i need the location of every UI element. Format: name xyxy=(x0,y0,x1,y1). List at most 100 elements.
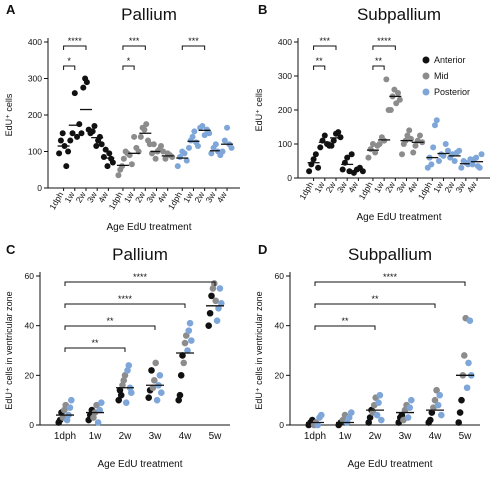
pallium-vz-chart: Pallium 0 20 40 60 EdU⁺ cells in ventricular … xyxy=(4,245,230,470)
data-point xyxy=(152,155,159,162)
data-point xyxy=(115,396,122,404)
data-point xyxy=(91,122,98,129)
data-point xyxy=(152,359,159,367)
data-point xyxy=(399,151,406,158)
data-point xyxy=(205,322,212,329)
data-point xyxy=(185,144,192,151)
data-point xyxy=(63,416,71,424)
data-point xyxy=(119,381,126,389)
data-point xyxy=(455,419,462,426)
panel-letter: C xyxy=(6,242,16,257)
data-point xyxy=(125,362,133,369)
data-point xyxy=(406,404,414,411)
data-point xyxy=(318,411,325,419)
data-point xyxy=(221,137,228,144)
x-tick-label: 5w xyxy=(459,431,473,442)
data-point xyxy=(119,163,126,170)
data-point xyxy=(219,148,226,155)
significance-label: * xyxy=(127,56,131,66)
x-tick-label: 4w xyxy=(179,431,193,442)
data-point xyxy=(66,404,74,411)
data-point xyxy=(337,134,344,141)
significance-bracket xyxy=(372,65,385,70)
data-point xyxy=(201,132,208,139)
data-point xyxy=(186,319,194,327)
data-point xyxy=(191,128,198,135)
data-point xyxy=(94,419,102,426)
data-point xyxy=(117,391,125,399)
data-point xyxy=(120,377,128,384)
chart-title: Subpallium xyxy=(357,5,441,24)
data-point xyxy=(169,153,176,160)
pallium-region-chart: Pallium 0 100 200 300 400 EdU⁺ cells Age EdU tr… xyxy=(4,5,240,233)
y-tick-label: 200 xyxy=(28,110,42,120)
data-point xyxy=(116,386,124,394)
legend-marker xyxy=(422,56,430,64)
data-point xyxy=(465,359,472,367)
data-point xyxy=(451,158,458,164)
data-point xyxy=(194,143,201,150)
y-tick-label: 300 xyxy=(28,74,42,84)
significance-label: ** xyxy=(371,294,379,304)
data-point xyxy=(466,317,474,324)
data-point xyxy=(339,166,346,173)
significance-bracket xyxy=(122,65,135,70)
data-point xyxy=(373,411,381,419)
data-point xyxy=(181,339,189,347)
significance-bracket xyxy=(372,45,396,50)
data-point xyxy=(208,292,215,300)
data-point xyxy=(469,161,476,168)
data-point xyxy=(476,164,483,171)
data-point xyxy=(182,332,190,339)
data-point xyxy=(63,163,70,170)
legend-label: Mid xyxy=(434,71,449,81)
y-tick-label: 60 xyxy=(25,271,35,281)
x-tick-label: 5w xyxy=(209,431,223,442)
data-point xyxy=(89,128,96,135)
data-point xyxy=(206,130,213,137)
data-point xyxy=(59,130,66,137)
data-point xyxy=(212,141,219,148)
data-point xyxy=(416,132,423,139)
data-point xyxy=(381,137,388,144)
x-tick-label: 3w xyxy=(399,431,413,442)
chart-title: Subpallium xyxy=(348,245,432,264)
data-point xyxy=(328,142,335,149)
data-point xyxy=(93,143,100,150)
significance-label: ** xyxy=(91,338,99,348)
data-point xyxy=(433,117,440,124)
significance-bracket xyxy=(314,325,376,330)
data-point xyxy=(71,90,78,97)
x-axis-label: Age EdU treatment xyxy=(356,212,441,223)
data-point xyxy=(461,352,468,359)
y-tick-label: 60 xyxy=(275,271,285,281)
data-point xyxy=(175,396,182,404)
data-point xyxy=(412,142,419,149)
x-axis-label: Age EdU treatment xyxy=(97,459,182,470)
panel-c: C Pallium 0 20 40 60 EdU⁺ cells in ventricula… xyxy=(0,240,250,479)
y-tick-label: 40 xyxy=(25,321,35,331)
data-point xyxy=(185,327,193,334)
data-point xyxy=(189,133,196,140)
y-axis-label: EdU⁺ cells xyxy=(4,93,14,136)
significance-bracket xyxy=(63,45,87,50)
data-point xyxy=(158,389,165,397)
data-point xyxy=(387,107,394,113)
y-tick-label: 20 xyxy=(275,370,285,380)
data-point xyxy=(330,137,337,144)
data-point xyxy=(98,141,105,148)
panel-a: A Pallium 0 100 200 300 400 EdU⁺ cells Age EdU … xyxy=(0,0,250,240)
significance-bracket xyxy=(64,281,216,286)
data-point xyxy=(365,154,372,161)
data-point xyxy=(428,161,435,168)
data-point xyxy=(321,132,328,139)
data-point xyxy=(404,414,412,421)
chart-title: Pallium xyxy=(121,5,177,24)
data-point xyxy=(57,137,64,144)
x-tick-label: 1dph xyxy=(54,431,76,442)
data-point xyxy=(206,309,214,317)
data-point xyxy=(216,285,224,292)
significance-label: *** xyxy=(188,36,199,46)
data-point xyxy=(335,129,342,136)
data-point xyxy=(218,300,225,307)
